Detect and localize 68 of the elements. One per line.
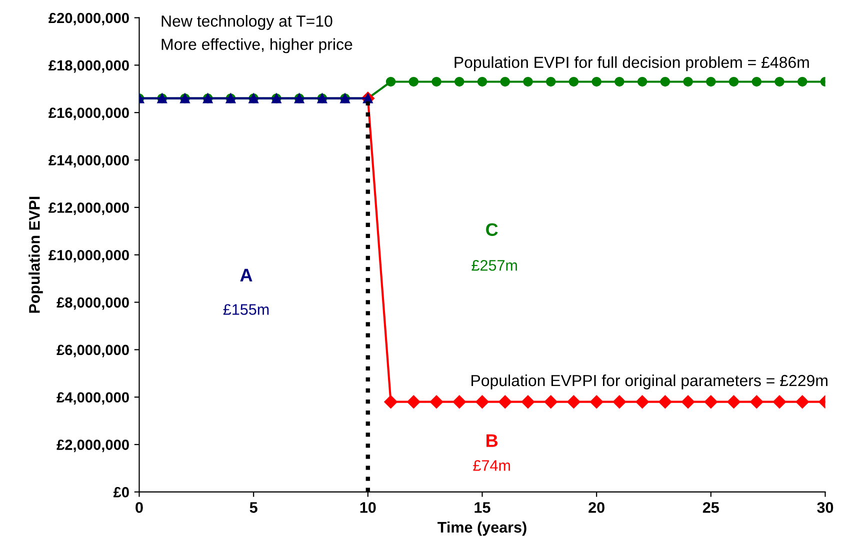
point: [477, 76, 488, 87]
y-tick-label: £2,000,000: [56, 440, 129, 452]
annotation: £74m: [473, 460, 510, 471]
point: [752, 76, 762, 87]
point: [681, 395, 695, 408]
annotation: £155m: [223, 304, 269, 315]
point: [706, 76, 716, 87]
point: [386, 76, 396, 87]
point: [750, 395, 764, 408]
x-tick-label: 10: [360, 502, 376, 513]
point: [432, 76, 442, 87]
point: [728, 76, 739, 87]
y-tick-label: £14,000,000: [48, 155, 129, 168]
point: [636, 395, 649, 408]
y-tick-label: £4,000,000: [56, 392, 129, 405]
y-tick-label: £16,000,000: [48, 108, 129, 120]
y-tick-label: £0: [113, 487, 129, 498]
x-axis-title: Time (years): [438, 521, 526, 536]
point: [430, 395, 444, 408]
x-tick-label: 30: [817, 502, 834, 513]
point: [546, 76, 556, 87]
point: [568, 76, 579, 87]
annotation: Population EVPPI for original parameters = £229m: [472, 374, 828, 390]
point: [796, 395, 809, 408]
annotation: New technology at T=10: [162, 15, 332, 30]
point: [407, 395, 420, 408]
y-tick-label: £8,000,000: [56, 297, 129, 310]
point: [521, 395, 535, 408]
point: [498, 395, 512, 408]
point: [774, 76, 784, 87]
point: [683, 76, 693, 87]
point: [567, 395, 580, 408]
point: [408, 76, 418, 87]
x-tick-label: 20: [588, 502, 604, 513]
point: [660, 76, 670, 87]
point: [614, 76, 624, 87]
y-tick-label: £12,000,000: [48, 202, 129, 215]
point: [500, 76, 510, 87]
point: [476, 395, 489, 408]
y-tick-label: £10,000,000: [48, 250, 129, 262]
point: [592, 76, 602, 87]
annotation: Population EVPI for full decision problem = £486m: [454, 56, 809, 72]
point: [452, 395, 466, 408]
annotation: More effective, higher price: [162, 38, 352, 54]
point: [772, 395, 786, 408]
y-tick-label: £18,000,000: [48, 60, 129, 73]
point: [544, 395, 558, 408]
y-tick-label: £20,000,000: [48, 12, 129, 26]
point: [454, 76, 464, 87]
y-axis-title: Population EVPI: [28, 196, 43, 313]
x-tick-label: 0: [136, 502, 143, 513]
point: [612, 395, 626, 408]
point: [590, 395, 604, 408]
point: [727, 395, 740, 408]
annotation: A: [240, 268, 252, 282]
point: [658, 395, 672, 408]
x-tick-label: 15: [474, 502, 490, 513]
annotation: £257m: [472, 260, 517, 271]
point: [798, 76, 808, 87]
annotation: B: [486, 434, 498, 447]
point: [704, 395, 718, 408]
x-tick-label: 5: [250, 502, 258, 513]
point: [523, 76, 533, 87]
x-tick-label: 25: [702, 502, 719, 513]
point: [637, 76, 648, 87]
point: [384, 395, 398, 408]
annotation: C: [486, 223, 498, 236]
y-tick-label: £6,000,000: [56, 344, 129, 358]
